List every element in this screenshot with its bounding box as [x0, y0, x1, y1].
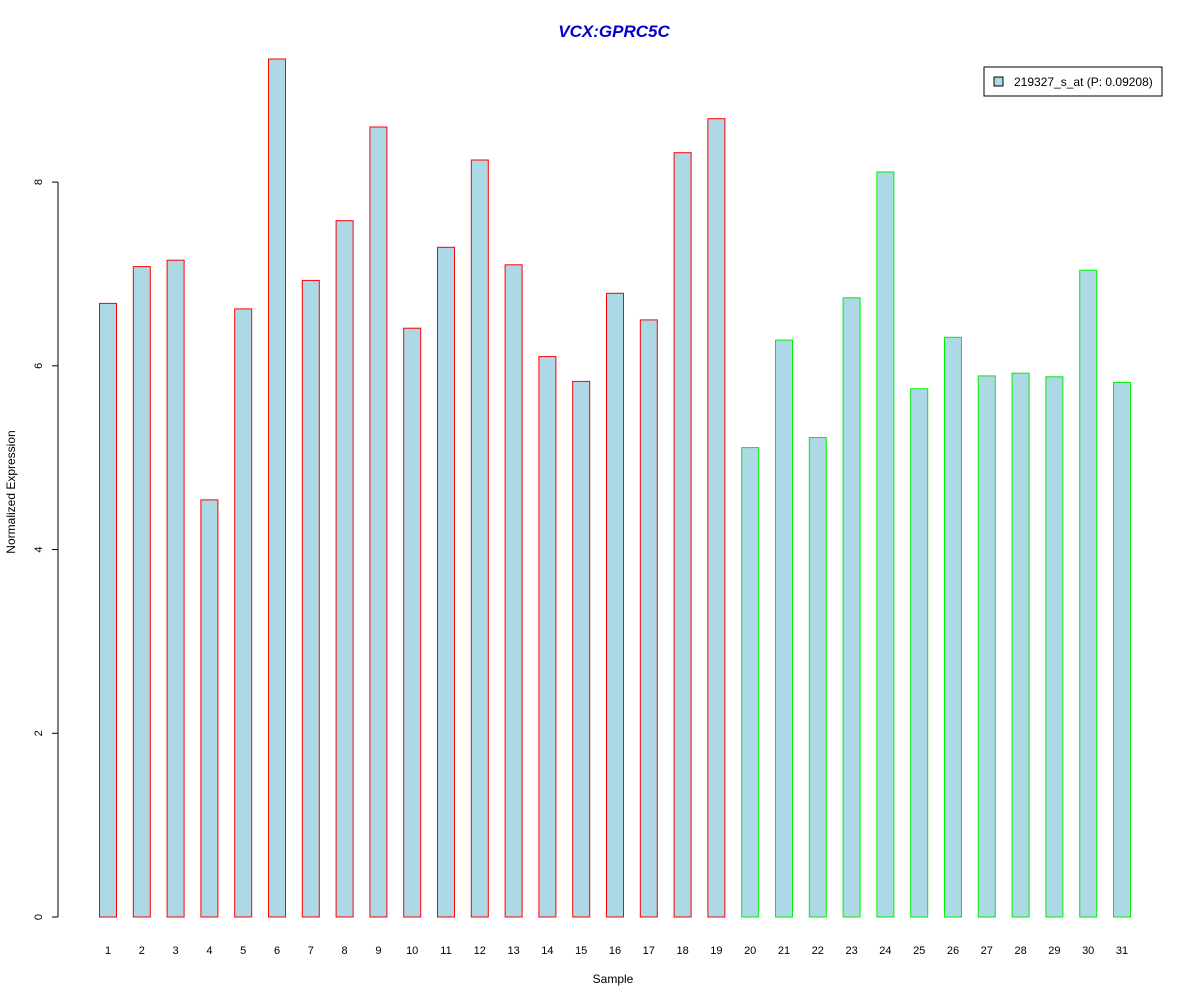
x-tick-label: 18	[676, 945, 688, 957]
x-tick-label: 12	[474, 945, 486, 957]
bar	[741, 447, 760, 918]
bar	[99, 302, 117, 918]
x-tick-label: 27	[981, 945, 993, 957]
bar	[1045, 376, 1064, 918]
bar	[538, 356, 557, 918]
bar	[504, 264, 523, 918]
x-tick-label: 25	[913, 945, 925, 957]
bar	[910, 388, 929, 918]
bar	[673, 152, 692, 918]
bar	[403, 327, 422, 918]
bar	[977, 375, 996, 918]
bar	[166, 259, 185, 918]
bar	[1113, 381, 1131, 918]
x-tick-label: 15	[575, 945, 587, 957]
bar	[808, 437, 827, 918]
x-axis-label: Sample	[593, 972, 634, 986]
bar	[775, 339, 793, 918]
x-tick-label: 7	[308, 945, 314, 957]
y-tick-label: 0	[33, 914, 45, 920]
bar	[369, 126, 388, 918]
legend-swatch	[993, 76, 1004, 87]
x-tick-label: 31	[1116, 945, 1128, 957]
bar	[1079, 269, 1098, 918]
x-tick-label: 11	[440, 945, 451, 957]
x-tick-label: 19	[710, 945, 722, 957]
x-tick-label: 30	[1082, 945, 1094, 957]
chart-title: VCX:GPRC5C	[558, 22, 670, 41]
y-tick-label: 4	[33, 546, 45, 552]
x-tick-label: 5	[240, 945, 246, 957]
legend: 219327_s_at (P: 0.09208)	[983, 66, 1163, 97]
bar	[200, 499, 219, 918]
y-axis-label: Normalized Expression	[4, 430, 18, 553]
bar	[301, 279, 320, 918]
y-tick-label: 6	[33, 363, 45, 369]
x-tick-label: 8	[342, 945, 348, 957]
bar	[268, 58, 286, 918]
bar	[707, 118, 726, 918]
x-tick-label: 28	[1014, 945, 1026, 957]
bars	[99, 58, 1131, 918]
x-tick-label: 13	[507, 945, 519, 957]
bar	[639, 319, 658, 918]
bar	[132, 266, 151, 918]
x-tick-label: 2	[139, 945, 145, 957]
y-axis: 0 2 4 6 8	[33, 179, 59, 920]
x-tick-label: 20	[744, 945, 756, 957]
bar	[572, 380, 591, 918]
x-tick-label: 16	[609, 945, 621, 957]
bar	[335, 220, 354, 918]
bar	[1011, 372, 1030, 918]
legend-label: 219327_s_at (P: 0.09208)	[1014, 75, 1153, 89]
bar	[842, 297, 861, 918]
x-tick-label: 4	[206, 945, 212, 957]
x-tick-label: 29	[1048, 945, 1060, 957]
x-tick-label: 9	[375, 945, 381, 957]
x-tick-label: 17	[643, 945, 655, 957]
x-tick-label: 26	[947, 945, 959, 957]
x-tick-label: 24	[879, 945, 891, 957]
x-tick-label: 21	[778, 945, 790, 957]
x-tick-label: 1	[105, 945, 111, 957]
y-tick-label: 8	[33, 179, 45, 185]
x-tick-label: 23	[845, 945, 857, 957]
bar	[876, 171, 895, 918]
bar	[234, 308, 253, 918]
x-tick-label: 14	[541, 945, 553, 957]
bar	[470, 159, 489, 918]
bar	[606, 292, 624, 918]
x-tick-label: 10	[406, 945, 418, 957]
y-tick-label: 2	[33, 730, 45, 736]
x-tick-label: 22	[812, 945, 824, 957]
x-tick-label: 6	[274, 945, 280, 957]
bar	[437, 246, 455, 918]
bar	[944, 336, 962, 918]
legend-box	[983, 66, 1163, 97]
x-tick-label: 3	[173, 945, 179, 957]
x-tick-labels: 1 2 3 4 5 6 7 8 9 10 11 12 13 14 15 16 17 18 19 20 21 22 23 24 2…	[105, 945, 1128, 957]
